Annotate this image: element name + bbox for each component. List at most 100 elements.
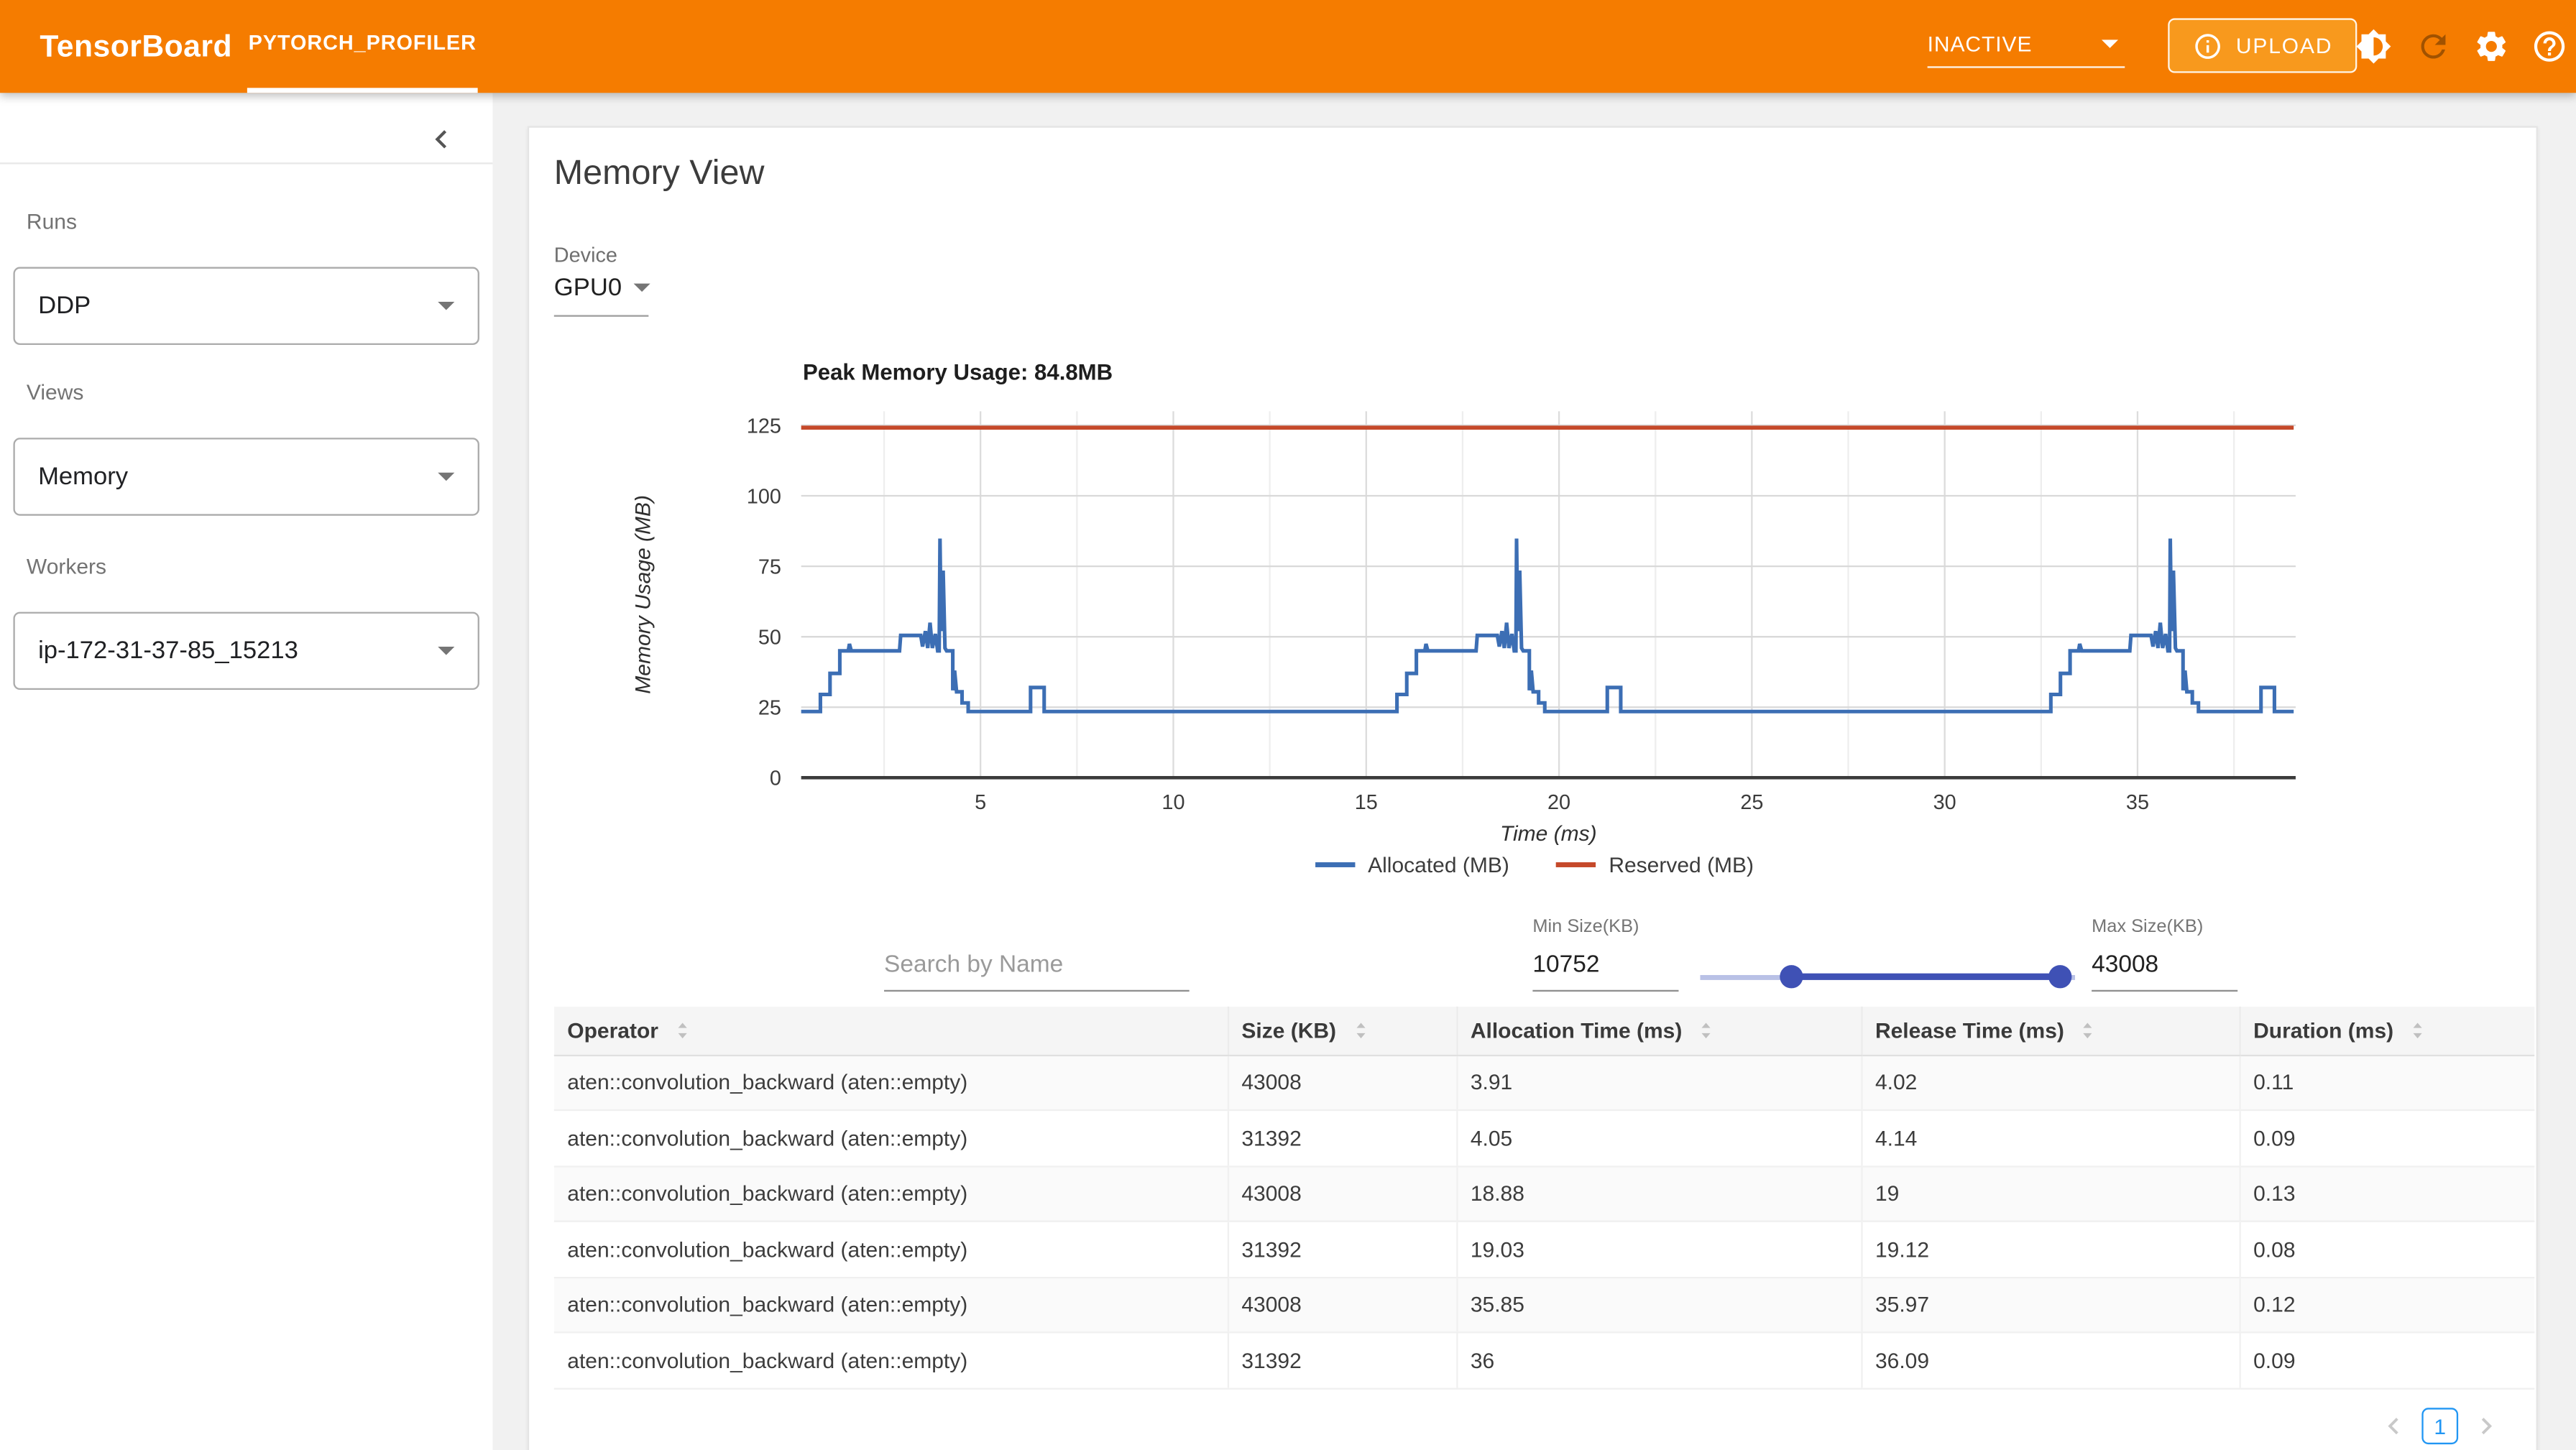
runs-select[interactable]: DDP — [13, 266, 479, 344]
y-tick-label: 100 — [747, 485, 781, 508]
brand-logo: TensorBoard — [40, 28, 233, 63]
tab-pytorch-profiler[interactable]: PYTORCH_PROFILER — [247, 0, 478, 93]
column-header-label: Operator — [567, 1017, 658, 1043]
chevron-left-icon — [435, 129, 447, 148]
x-tick-label: 5 — [975, 791, 986, 814]
max-size-label: Max Size(KB) — [2092, 917, 2204, 937]
views-label: Views — [26, 379, 84, 404]
upload-button-label: UPLOAD — [2235, 33, 2333, 58]
refresh-button[interactable] — [2415, 28, 2452, 65]
table-cell: aten::convolution_backward (aten::empty) — [553, 1276, 1228, 1334]
min-size-input[interactable] — [1532, 951, 1679, 992]
brightness-icon — [2356, 29, 2391, 64]
chart-legend: Allocated (MB) Reserved (MB) — [529, 852, 2539, 877]
x-tick-label: 35 — [2126, 791, 2149, 814]
table-cell: 43008 — [1226, 1054, 1457, 1112]
table-row[interactable]: aten::convolution_backward (aten::empty)… — [553, 1332, 2535, 1389]
table-cell: aten::convolution_backward (aten::empty) — [553, 1165, 1228, 1222]
slider-thumb-min[interactable] — [1780, 965, 1803, 989]
slider-thumb-max[interactable] — [2048, 965, 2072, 989]
column-header[interactable]: Release Time (ms) — [1860, 1006, 2240, 1056]
y-tick-label: 50 — [758, 627, 781, 650]
table-cell: 3.91 — [1455, 1054, 1862, 1112]
legend-label-reserved: Reserved (MB) — [1609, 852, 1754, 877]
device-select[interactable]: GPU0 — [553, 274, 650, 317]
device-label: Device — [553, 244, 617, 267]
column-header[interactable]: Operator — [553, 1006, 1228, 1056]
y-tick-label: 75 — [758, 555, 781, 578]
table-cell: 31392 — [1226, 1332, 1457, 1389]
table-cell: 31392 — [1226, 1221, 1457, 1278]
table-cell: 35.85 — [1455, 1276, 1862, 1334]
views-select[interactable]: Memory — [13, 437, 479, 515]
run-status-select[interactable]: INACTIVE — [1927, 22, 2125, 68]
search-input[interactable] — [884, 951, 1190, 992]
table-cell: aten::convolution_backward (aten::empty) — [553, 1054, 1228, 1112]
settings-button[interactable] — [2473, 28, 2510, 65]
table-cell: 0.09 — [2238, 1332, 2535, 1389]
x-tick-label: 10 — [1162, 791, 1184, 814]
min-size-label: Min Size(KB) — [1532, 917, 1639, 937]
table-cell: 4.14 — [1860, 1110, 2240, 1167]
column-header-label: Size (KB) — [1241, 1017, 1337, 1043]
upload-button[interactable]: UPLOAD — [2168, 18, 2358, 73]
slider-track-active — [1791, 973, 2061, 980]
help-button[interactable] — [2531, 28, 2568, 65]
sort-icon — [2084, 1022, 2093, 1038]
next-page-button[interactable] — [2470, 1410, 2503, 1443]
table-cell: 0.13 — [2238, 1165, 2535, 1222]
operator-table: Operator Size (KB) Allocation Time (ms) Rel… — [553, 1006, 2535, 1389]
page-title: Memory View — [553, 154, 765, 193]
table-cell: 0.08 — [2238, 1221, 2535, 1278]
table-row[interactable]: aten::convolution_backward (aten::empty)… — [553, 1221, 2535, 1278]
views-select-value: Memory — [38, 461, 129, 490]
table-cell: 19.12 — [1860, 1221, 2240, 1278]
max-size-group: Max Size(KB) — [2092, 917, 2238, 992]
info-icon — [2195, 33, 2220, 58]
chevron-down-icon — [633, 283, 650, 292]
sidebar: Runs DDP Views Memory Workers ip-172-31-… — [0, 92, 493, 1450]
refresh-icon — [2421, 34, 2446, 59]
legend-item-reserved: Reserved (MB) — [1555, 852, 1754, 877]
previous-page-button[interactable] — [2377, 1410, 2410, 1443]
x-tick-label: 15 — [1355, 791, 1378, 814]
table-cell: 4.05 — [1455, 1110, 1862, 1167]
table-row[interactable]: aten::convolution_backward (aten::empty)… — [553, 1165, 2535, 1222]
y-tick-label: 25 — [758, 697, 781, 720]
column-header-label: Duration (ms) — [2253, 1017, 2394, 1043]
workers-select[interactable]: ip-172-31-37-85_15213 — [13, 611, 479, 689]
table-cell: 0.12 — [2238, 1276, 2535, 1334]
size-range-slider[interactable] — [1700, 964, 2076, 990]
table-row[interactable]: aten::convolution_backward (aten::empty)… — [553, 1054, 2535, 1112]
table-cell: 36.09 — [1860, 1332, 2240, 1389]
brightness-toggle-button[interactable] — [2355, 28, 2392, 65]
column-header[interactable]: Allocation Time (ms) — [1455, 1006, 1862, 1056]
x-tick-label: 25 — [1740, 791, 1763, 814]
table-header-row: Operator Size (KB) Allocation Time (ms) Rel… — [553, 1006, 2535, 1056]
table-cell: 35.97 — [1860, 1276, 2240, 1334]
runs-label: Runs — [26, 208, 77, 234]
app-header: TensorBoard PYTORCH_PROFILER INACTIVE UP… — [0, 0, 2576, 93]
max-size-input[interactable] — [2092, 951, 2238, 992]
chevron-left-icon — [2388, 1418, 2398, 1435]
column-header[interactable]: Duration (ms) — [2238, 1006, 2535, 1056]
table-row[interactable]: aten::convolution_backward (aten::empty)… — [553, 1276, 2535, 1334]
column-header[interactable]: Size (KB) — [1226, 1006, 1457, 1056]
page-number-button[interactable]: 1 — [2421, 1408, 2459, 1445]
x-tick-label: 30 — [1933, 791, 1956, 814]
table-cell: 19.03 — [1455, 1221, 1862, 1278]
table-cell: 43008 — [1226, 1276, 1457, 1334]
pagination: 1 — [2377, 1408, 2503, 1445]
table-row[interactable]: aten::convolution_backward (aten::empty)… — [553, 1110, 2535, 1167]
chevron-down-icon — [2101, 40, 2119, 48]
sort-icon — [1356, 1022, 1365, 1038]
sidebar-collapse-button[interactable] — [423, 120, 462, 160]
series-line-allocated — [801, 538, 2294, 714]
sort-icon — [678, 1022, 687, 1038]
reserved-swatch — [1555, 862, 1596, 868]
table-cell: 31392 — [1226, 1110, 1457, 1167]
x-axis-title: Time (ms) — [1500, 822, 1597, 846]
y-axis-title: Memory Usage (MB) — [632, 495, 656, 694]
table-cell: 0.09 — [2238, 1110, 2535, 1167]
min-size-group: Min Size(KB) — [1532, 917, 1679, 992]
